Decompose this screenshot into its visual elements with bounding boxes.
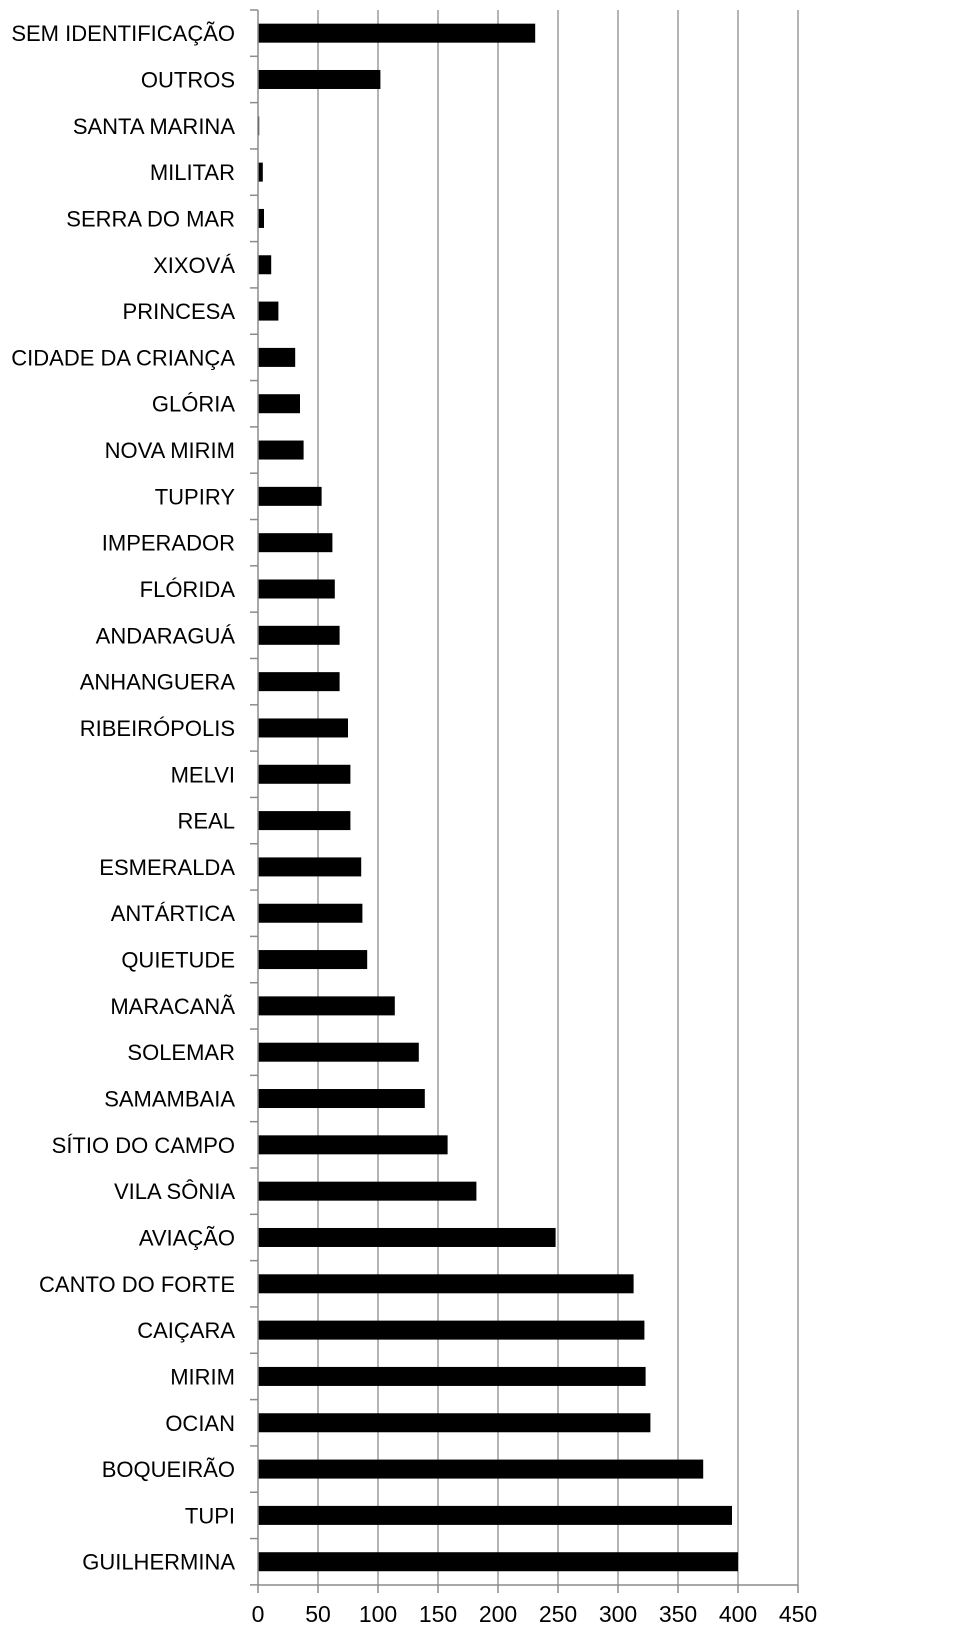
category-label: VILA SÔNIA <box>114 1179 235 1204</box>
category-label: SOLEMAR <box>127 1040 235 1065</box>
bar <box>258 347 296 367</box>
category-label: NOVA MIRIM <box>105 438 235 463</box>
category-label: MIRIM <box>170 1364 235 1389</box>
x-tick-label: 450 <box>779 1601 817 1627</box>
bar <box>258 394 300 414</box>
category-label: REAL <box>178 809 235 834</box>
category-label: SERRA DO MAR <box>66 206 235 231</box>
category-label: PRINCESA <box>123 299 236 324</box>
category-label: RIBEIRÓPOLIS <box>80 716 235 741</box>
x-tick-label: 400 <box>719 1601 757 1627</box>
category-label: MELVI <box>171 762 235 787</box>
x-tick-label: 100 <box>359 1601 397 1627</box>
bar <box>258 1089 425 1109</box>
bar <box>258 1135 448 1155</box>
x-tick-label: 350 <box>659 1601 697 1627</box>
bar <box>258 857 362 877</box>
category-label: ANTÁRTICA <box>111 901 236 926</box>
bars <box>258 23 738 1572</box>
bar <box>258 1181 477 1201</box>
x-tick-label: 200 <box>479 1601 517 1627</box>
category-label: BOQUEIRÃO <box>102 1457 235 1482</box>
bar <box>258 255 272 275</box>
category-label: SÍTIO DO CAMPO <box>52 1133 235 1158</box>
category-label: MARACANÃ <box>110 994 235 1019</box>
category-label: OUTROS <box>141 67 235 92</box>
bar <box>258 718 348 738</box>
category-label: QUIETUDE <box>121 948 235 973</box>
x-tick-labels: 0 50 100 150 200 250 300 350 400 450 <box>252 1601 818 1627</box>
bar <box>258 625 340 645</box>
bar <box>258 1413 651 1433</box>
category-label: CAIÇARA <box>137 1318 235 1343</box>
category-label: AVIAÇÃO <box>139 1225 235 1250</box>
category-label: ESMERALDA <box>99 855 235 880</box>
gridlines <box>317 10 799 1585</box>
axes <box>250 9 799 1593</box>
x-tick-label: 300 <box>599 1601 637 1627</box>
bar <box>258 811 351 831</box>
category-labels: SEM IDENTIFICAÇÃO OUTROS SANTA MARINA MILIT… <box>11 21 235 1575</box>
bar <box>258 764 351 784</box>
category-label: TUPI <box>185 1503 235 1528</box>
bar <box>258 440 304 460</box>
bar <box>258 1274 634 1294</box>
category-label: SEM IDENTIFICAÇÃO <box>11 21 235 46</box>
bar <box>258 950 368 970</box>
category-label: XIXOVÁ <box>153 253 235 278</box>
category-label: FLÓRIDA <box>140 577 236 602</box>
category-label: ANDARAGUÁ <box>96 623 236 648</box>
category-label: SAMAMBAIA <box>104 1087 235 1112</box>
bar <box>258 672 340 692</box>
bar <box>258 1320 645 1340</box>
category-label: TUPIRY <box>155 484 236 509</box>
bar <box>258 1552 738 1572</box>
bar <box>258 1459 704 1479</box>
category-label: SANTA MARINA <box>73 114 236 139</box>
bar <box>258 1227 556 1247</box>
bar <box>258 533 333 553</box>
bar <box>258 996 395 1016</box>
category-label: GLÓRIA <box>152 392 235 417</box>
category-label: GUILHERMINA <box>82 1550 235 1575</box>
bar <box>258 69 381 89</box>
bar <box>258 301 279 321</box>
bar <box>258 208 264 228</box>
bar <box>258 1505 732 1525</box>
bar <box>258 1042 419 1062</box>
bar <box>258 903 363 923</box>
bar <box>258 579 335 599</box>
category-label: MILITAR <box>150 160 235 185</box>
x-tick-label: 50 <box>305 1601 331 1627</box>
bar <box>258 162 263 182</box>
category-label: OCIAN <box>165 1411 235 1436</box>
x-tick-label: 250 <box>539 1601 577 1627</box>
bar <box>258 23 536 43</box>
category-label: CIDADE DA CRIANÇA <box>11 345 235 370</box>
x-tick-label: 0 <box>252 1601 265 1627</box>
category-label: ANHANGUERA <box>80 670 236 695</box>
x-tick-label: 150 <box>419 1601 457 1627</box>
category-label: IMPERADOR <box>102 531 235 556</box>
category-label: CANTO DO FORTE <box>39 1272 235 1297</box>
bar <box>258 486 322 506</box>
bar <box>258 1366 646 1386</box>
